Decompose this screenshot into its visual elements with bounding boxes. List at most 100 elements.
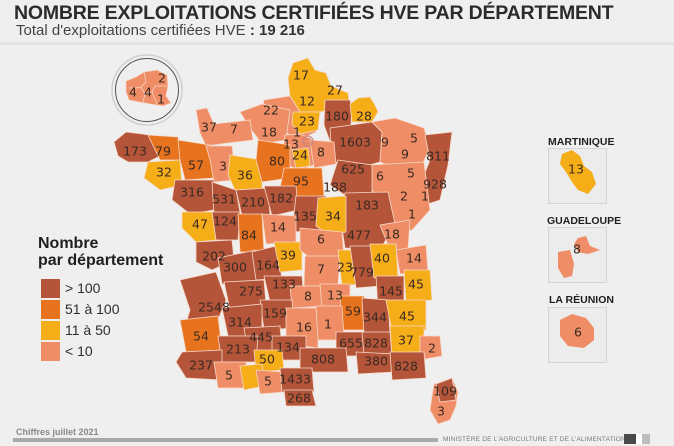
department-value: 95 (293, 174, 309, 189)
legend-item-11-50: 11 à 50 (41, 320, 161, 340)
svg-text:6: 6 (574, 325, 582, 340)
ministry-logo-icon (624, 434, 652, 444)
legend-swatch (41, 341, 60, 361)
france-mainland (113, 57, 459, 425)
footer-bar (13, 438, 438, 442)
department-value: 164 (256, 258, 280, 273)
martinique-title: MARTINIQUE (548, 136, 615, 148)
department-value: 84 (241, 228, 257, 243)
department-value: 7 (317, 262, 325, 277)
department-value: 1433 (279, 372, 311, 387)
department-value: 1 (324, 317, 332, 332)
department-value: 22 (263, 103, 279, 118)
department-value: 300 (223, 260, 247, 275)
department-value: 2 (400, 189, 408, 204)
department-value: 1 (421, 189, 429, 204)
svg-text:1: 1 (157, 92, 165, 107)
department-value: 54 (193, 329, 209, 344)
department-value: 159 (263, 306, 287, 321)
department-value: 314 (228, 315, 252, 330)
legend-item-lt10: < 10 (41, 341, 161, 361)
department-value: 213 (226, 342, 250, 357)
department-value: 39 (280, 248, 296, 263)
footer-date-note: Chiffres juillet 2021 (16, 427, 99, 437)
department-value: 24 (292, 148, 308, 163)
header-divider (0, 42, 674, 45)
department-value: 32 (156, 165, 172, 180)
department-value: 928 (423, 177, 447, 192)
department-value: 27 (327, 83, 343, 98)
department-value: 2548 (198, 300, 230, 315)
legend-swatch (41, 320, 60, 340)
department-value: 14 (406, 251, 422, 266)
department-value: 275 (239, 284, 263, 299)
department-value: 13 (283, 137, 299, 152)
subtitle-label: Total d'exploitations certifiées HVE (16, 22, 246, 39)
department-value: 316 (180, 185, 204, 200)
department-value: 180 (325, 109, 349, 124)
legend-swatch (41, 278, 60, 298)
department-value: 655 (339, 336, 363, 351)
department-value: 1 (293, 125, 301, 140)
department-value: 6 (317, 232, 325, 247)
subtitle: Total d'exploitations certifiées HVE : 1… (16, 22, 305, 39)
total-value: 19 216 (259, 22, 305, 39)
department-value: 445 (249, 330, 273, 345)
department-value: 18 (261, 125, 277, 140)
department-value: 79 (155, 144, 171, 159)
department-value: 210 (241, 195, 265, 210)
department-value: 133 (272, 277, 296, 292)
department-value: 17 (293, 68, 309, 83)
department-value: 828 (364, 336, 388, 351)
department-value: 779 (350, 265, 374, 280)
department-value: 9 (381, 135, 389, 150)
department-value: 50 (259, 352, 275, 367)
department-value: 18 (384, 227, 400, 242)
department-value: 109 (433, 384, 457, 399)
department-value: 5 (264, 374, 272, 389)
department-value: 344 (363, 310, 387, 325)
department-value: 477 (347, 228, 371, 243)
department-value: 7 (230, 122, 238, 137)
department-value: 124 (213, 214, 237, 229)
department-value: 135 (293, 209, 317, 224)
department-value: 5 (225, 368, 233, 383)
department-value: 3 (219, 159, 227, 174)
department-value: 182 (269, 191, 293, 206)
department-value: 625 (341, 162, 365, 177)
department-value: 12 (299, 94, 315, 109)
guadeloupe-shape: 8 (558, 236, 600, 278)
department-value: 531 (212, 192, 236, 207)
svg-text:2: 2 (158, 71, 166, 86)
department-value: 9 (401, 147, 409, 162)
department-value: 57 (188, 158, 204, 173)
department-value: 183 (355, 198, 379, 213)
department-value: 23 (299, 114, 315, 129)
department-value: 5 (410, 131, 418, 146)
legend-title: Nombre par département (38, 235, 164, 269)
page-title: NOMBRE EXPLOITATIONS CERTIFIÉES HVE PAR … (14, 2, 614, 24)
department-value: 28 (356, 109, 372, 124)
reunion-shape: 6 (560, 314, 594, 348)
department-value: 380 (364, 354, 388, 369)
department-value: 1603 (339, 135, 371, 150)
department-value: 8 (304, 289, 312, 304)
guadeloupe-title: GUADELOUPE (547, 215, 622, 227)
department-value: 808 (311, 352, 335, 367)
department-value: 14 (270, 220, 286, 235)
reunion-title: LA RÉUNION (549, 294, 614, 306)
martinique-shape: 13 (560, 150, 596, 194)
department-value: 23 (337, 260, 353, 275)
department-value: 47 (192, 217, 208, 232)
department-value: 811 (426, 149, 450, 164)
svg-text:4: 4 (144, 85, 152, 100)
department-value: 37 (201, 120, 217, 135)
subtitle-separator: : (245, 22, 259, 39)
department-value: 45 (408, 277, 424, 292)
department-value: 828 (394, 359, 418, 374)
department-value: 5 (407, 166, 415, 181)
department-value: 268 (287, 391, 311, 406)
svg-text:8: 8 (573, 242, 581, 257)
